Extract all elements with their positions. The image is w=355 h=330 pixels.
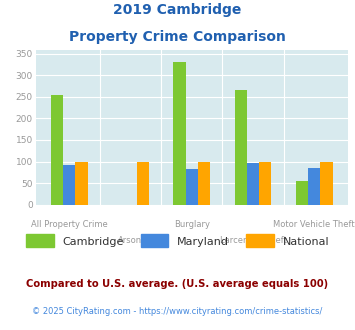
Bar — [247, 163, 259, 205]
Bar — [173, 62, 186, 205]
Bar — [75, 161, 88, 205]
Text: Arson: Arson — [118, 236, 142, 245]
Text: 2019 Cambridge: 2019 Cambridge — [113, 3, 242, 17]
Bar — [198, 161, 210, 205]
Text: All Property Crime: All Property Crime — [31, 220, 108, 229]
Bar — [235, 90, 247, 205]
Text: Compared to U.S. average. (U.S. average equals 100): Compared to U.S. average. (U.S. average … — [26, 279, 329, 289]
Bar — [308, 168, 320, 205]
Bar — [63, 165, 75, 205]
Bar — [137, 161, 149, 205]
Bar — [51, 95, 63, 205]
Text: © 2025 CityRating.com - https://www.cityrating.com/crime-statistics/: © 2025 CityRating.com - https://www.city… — [32, 307, 323, 316]
Bar — [186, 169, 198, 205]
Bar — [296, 181, 308, 205]
Text: Motor Vehicle Theft: Motor Vehicle Theft — [273, 220, 355, 229]
Bar — [259, 161, 271, 205]
Text: Property Crime Comparison: Property Crime Comparison — [69, 30, 286, 44]
Legend: Cambridge, Maryland, National: Cambridge, Maryland, National — [21, 230, 334, 252]
Bar — [320, 161, 333, 205]
Text: Burglary: Burglary — [174, 220, 210, 229]
Text: Larceny & Theft: Larceny & Theft — [219, 236, 286, 245]
